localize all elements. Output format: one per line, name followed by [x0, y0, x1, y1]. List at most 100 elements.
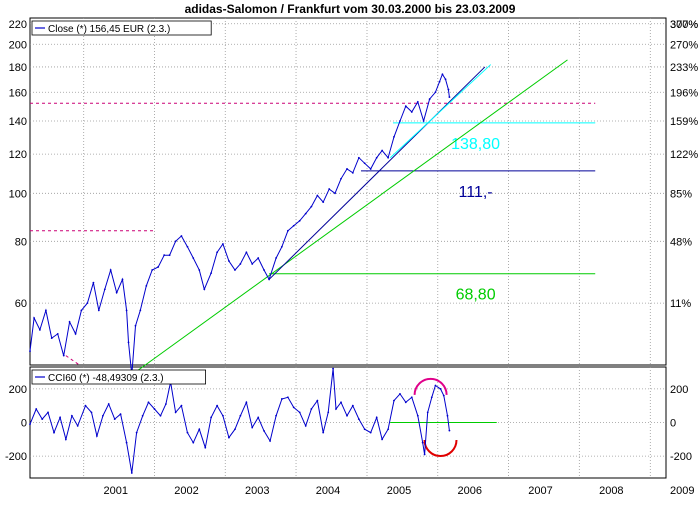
cci-point-32	[216, 404, 219, 407]
cci-point-18	[135, 431, 138, 434]
cci-right-tick--200: -200	[670, 451, 692, 463]
cci-point-26	[180, 404, 183, 407]
cci-point-41	[269, 440, 271, 442]
price-point-3	[45, 309, 47, 312]
cci-point-43	[280, 398, 283, 400]
cci-point-0	[29, 423, 31, 426]
price-point-13	[103, 288, 106, 291]
price-point-51	[316, 194, 319, 197]
cci-point-44	[286, 396, 289, 399]
price-point-62	[381, 149, 384, 152]
price-point-20	[134, 324, 137, 327]
price-point-15	[115, 291, 118, 294]
cci-point-14	[113, 418, 116, 421]
cci-point-69	[423, 453, 426, 456]
price-point-71	[434, 91, 437, 94]
price-point-22	[145, 285, 148, 287]
price-point-24	[157, 266, 160, 268]
price-point-49	[304, 212, 307, 215]
price-point-57	[351, 171, 354, 174]
price-point-60	[369, 168, 372, 170]
cci-point-7	[70, 414, 73, 417]
price-point-55	[340, 177, 342, 180]
cci-point-12	[102, 414, 104, 417]
price-point-53	[328, 188, 331, 190]
price-point-34	[216, 251, 219, 254]
price-point-56	[346, 168, 348, 170]
price-y-tick-180: 180	[9, 62, 27, 74]
price-point-67	[410, 111, 413, 113]
price-point-11	[92, 281, 95, 284]
price-y-tick-160: 160	[9, 87, 27, 99]
cci-point-54	[340, 401, 342, 404]
price-trendline-6	[131, 59, 568, 376]
price-point-32	[203, 288, 206, 291]
cci-point-66	[410, 396, 413, 399]
cci-legend-box	[31, 369, 207, 385]
price-legend-text: Close (*) 156,45 EUR (2.3.)	[48, 24, 170, 35]
cci-point-62	[387, 428, 390, 431]
cci-point-52	[332, 367, 334, 370]
price-point-41	[257, 257, 260, 259]
cci-point-21	[153, 408, 156, 410]
price-point-12	[97, 309, 100, 312]
cci-point-60	[375, 416, 378, 419]
x-label-2007: 2007	[528, 485, 552, 497]
cci-point-4	[53, 431, 55, 434]
price-point-36	[228, 260, 230, 262]
cci-point-57	[357, 418, 360, 421]
price-y-tick-80: 80	[15, 236, 27, 248]
price-point-69	[422, 120, 425, 122]
price-y-tick-220: 220	[9, 19, 27, 31]
price-trendline-5	[65, 355, 80, 366]
price-point-23	[151, 269, 154, 271]
price-point-35	[222, 243, 224, 245]
cci-right-tick-0: 0	[670, 418, 676, 430]
price-point-10	[86, 302, 89, 305]
price-right-tick-85%: 85%	[670, 188, 692, 200]
price-trendline-8	[389, 64, 492, 159]
price-y-tick-100: 100	[9, 188, 27, 200]
cci-point-46	[298, 411, 301, 414]
cci-point-19	[141, 414, 144, 417]
price-point-42	[263, 269, 265, 271]
price-trendline-7	[268, 66, 486, 280]
price-point-64	[393, 136, 395, 138]
cci-point-47	[304, 424, 307, 427]
price-point-29	[186, 245, 189, 248]
price-point-44	[275, 257, 277, 259]
price-point-54	[334, 192, 336, 195]
cci-point-38	[251, 426, 254, 429]
x-label-2004: 2004	[316, 485, 340, 497]
price-right-tick-307%: 307%	[670, 19, 698, 31]
price-point-74	[444, 78, 447, 81]
cci-point-25	[174, 411, 177, 414]
cci-point-20	[147, 401, 150, 404]
price-point-2	[38, 328, 41, 331]
cci-point-15	[119, 413, 122, 415]
price-point-33	[210, 272, 213, 274]
cci-point-49	[316, 399, 319, 402]
price-right-tick-196%: 196%	[670, 87, 698, 99]
price-point-48	[298, 219, 301, 222]
price-right-tick-122%: 122%	[670, 149, 698, 161]
cci-point-11	[95, 435, 98, 437]
price-point-61	[375, 156, 378, 159]
price-point-38	[239, 263, 242, 265]
price-y-tick-120: 120	[9, 149, 27, 161]
price-point-65	[399, 120, 401, 122]
cci-point-35	[234, 428, 236, 431]
cci-point-1	[35, 408, 38, 410]
cci-point-56	[351, 404, 354, 407]
price-point-6	[62, 354, 65, 357]
price-legend-box	[31, 20, 212, 36]
cci-point-13	[107, 403, 110, 405]
cci-point-63	[393, 399, 395, 402]
cci-point-33	[222, 414, 224, 417]
cci-point-29	[198, 428, 201, 431]
cci-point-23	[165, 403, 167, 405]
cci-point-71	[430, 396, 433, 399]
chart-title: adidas-Salomon / Frankfurt vom 30.03.200…	[185, 2, 516, 16]
price-point-76	[448, 96, 451, 98]
